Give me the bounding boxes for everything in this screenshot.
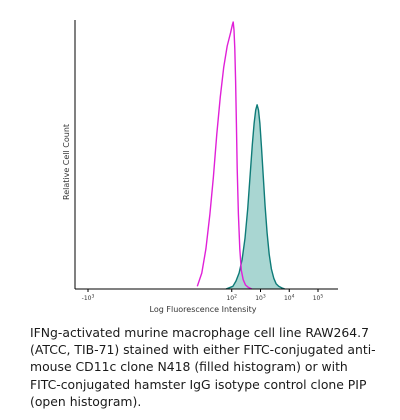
x-axis-label: Log Fluorescence Intensity xyxy=(150,305,257,314)
x-tick-label-0: -103 xyxy=(82,294,95,303)
flow-cytometry-histogram: -103 102 103 104 105 Relative Cell Count Log… xyxy=(62,20,338,314)
filled-histogram-line xyxy=(225,104,286,290)
x-tick-label-3: 104 xyxy=(284,294,295,303)
filled-histogram-area xyxy=(226,104,285,289)
x-tick-label-1: 102 xyxy=(226,294,237,303)
histogram-series xyxy=(196,21,286,290)
x-tick-label-2: 103 xyxy=(255,294,266,303)
figure-caption: IFNg-activated murine macrophage cell li… xyxy=(30,325,376,409)
y-axis-label: Relative Cell Count xyxy=(62,124,71,200)
open-histogram-line xyxy=(196,21,253,290)
x-axis-ticks: -103 102 103 104 105 xyxy=(82,289,324,303)
x-tick-label-4: 105 xyxy=(313,294,324,303)
